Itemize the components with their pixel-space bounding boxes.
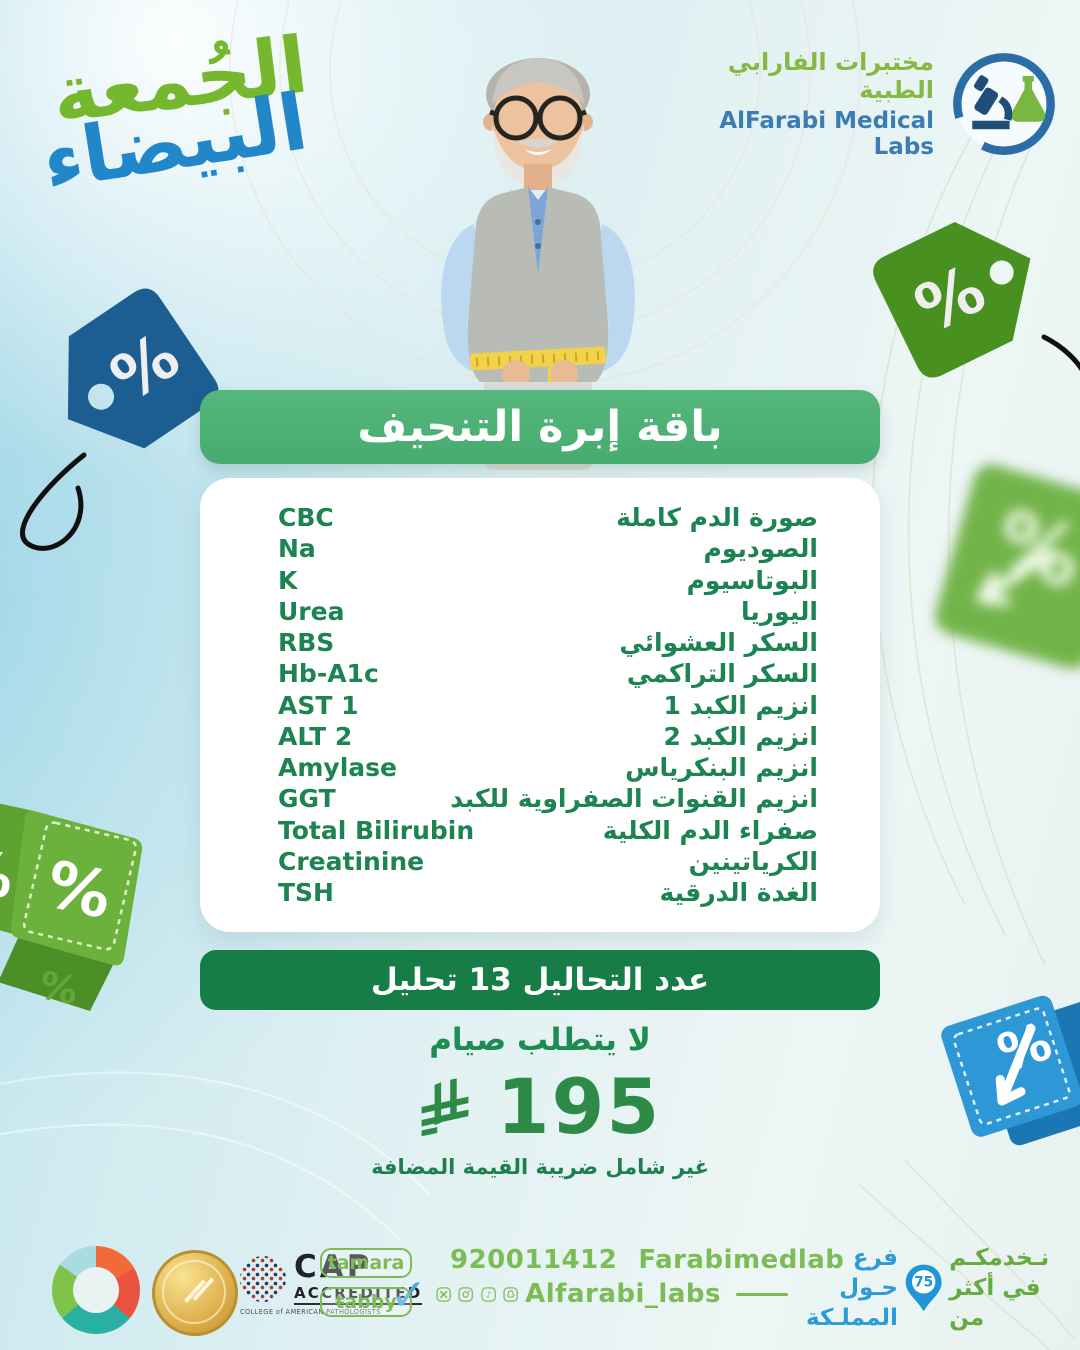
cap-globe-dots xyxy=(240,1255,286,1302)
test-name-ar: الغدة الدرقية xyxy=(659,878,819,907)
test-row: Total Bilirubin صفراء الدم الكلية xyxy=(278,816,818,845)
test-row: CBC صورة الدم كاملة xyxy=(278,503,818,532)
white-friday-logo: الجُمعة البيضاء xyxy=(37,20,314,207)
test-name-en: ALT 2 xyxy=(278,721,353,751)
test-row: Hb-A1c السكر التراكمي xyxy=(278,659,818,688)
test-name-ar: انزيم الكبد 2 xyxy=(663,721,818,751)
test-name-ar: اليوريا xyxy=(740,596,818,626)
test-row: K البوتاسيوم xyxy=(278,566,818,595)
test-row: RBS السكر العشوائي xyxy=(278,628,818,657)
test-row: Urea اليوريا xyxy=(278,597,818,626)
tamara-badge[interactable]: tamara xyxy=(320,1248,412,1278)
test-name-ar: انزيم الكبد 1 xyxy=(663,690,818,720)
test-name-en: CBC xyxy=(278,503,334,532)
test-row: AST 1 انزيم الكبد 1 xyxy=(278,691,818,720)
accreditation-ring-logo xyxy=(52,1246,140,1334)
branches-text-green-1: نـخدمكـم xyxy=(949,1245,1050,1271)
instagram-icon[interactable] xyxy=(458,1281,474,1308)
test-name-en: AST 1 xyxy=(278,690,359,720)
test-name-en: Creatinine xyxy=(278,846,425,876)
package-title: باقة إبرة التنحيف xyxy=(357,402,723,452)
tests-card: CBC صورة الدم كاملة Na الصوديوم K البوتاسيو… xyxy=(200,478,880,932)
test-name-ar: انزيم البنكرياس xyxy=(625,753,818,782)
quality-gold-medal xyxy=(152,1250,238,1336)
discount-cube-green-blurred: % xyxy=(935,464,1080,669)
cap-subtitle: COLLEGE of AMERICAN PATHOLOGISTS xyxy=(240,1308,381,1317)
test-row: Na الصوديوم xyxy=(278,534,818,563)
test-name-en: Urea xyxy=(278,596,345,626)
payment-options: tamara ŧabby xyxy=(320,1248,412,1317)
test-row: Amylase انزيم البنكرياس xyxy=(278,753,818,782)
test-name-en: Amylase xyxy=(278,753,397,782)
test-name-ar: الصوديوم xyxy=(703,534,818,564)
discount-cube-blue: % xyxy=(941,995,1080,1146)
tabby-badge[interactable]: ŧabby xyxy=(320,1287,412,1317)
test-name-ar: الكرياتينين xyxy=(688,846,818,876)
percent-glyph: % xyxy=(35,963,81,1014)
test-row: TSH الغدة الدرقية xyxy=(278,878,818,907)
test-row: Creatinine الكرياتينين xyxy=(278,847,818,876)
discount-cube-green: % % % xyxy=(0,803,143,1014)
branches-block: نـخدمكـم في أكثر من 75 فرع حـول المملـكة xyxy=(806,1243,1056,1333)
price-row: 195 xyxy=(0,1062,1080,1151)
phone-number[interactable]: 920011412 xyxy=(450,1245,618,1275)
fasting-note: لا يتطلب صيام xyxy=(429,1022,651,1058)
branches-text-green-2: في أكثر من xyxy=(949,1275,1041,1331)
tag-string xyxy=(1041,334,1080,372)
test-name-ar: السكر العشوائي xyxy=(619,628,818,657)
lab-logo-icon xyxy=(953,53,1055,155)
test-row: GGT انزيم القنوات الصفراوية للكبد xyxy=(278,784,818,813)
test-name-en: Hb-A1c xyxy=(278,659,379,689)
tests-count-label: عدد التحاليل 13 تحليل xyxy=(370,962,710,998)
discount-tag-blue: % xyxy=(20,288,219,551)
tests-count-banner: عدد التحاليل 13 تحليل xyxy=(200,950,880,1010)
saudi-riyal-symbol xyxy=(421,1077,469,1136)
tiktok-icon[interactable]: ♪ xyxy=(480,1281,496,1308)
lab-name-english: AlFarabi Medical Labs xyxy=(719,108,934,160)
branches-text-blue-1: فرع حـول xyxy=(839,1245,898,1301)
decorative-line xyxy=(735,1292,789,1296)
test-name-ar: صورة الدم كاملة xyxy=(616,503,818,532)
test-name-en: GGT xyxy=(278,784,336,814)
test-name-ar: البوتاسيوم xyxy=(686,565,818,595)
snapchat-icon[interactable] xyxy=(503,1281,518,1308)
contact-block: 920011412 Farabimedlab ♪ xyxy=(436,1245,844,1314)
lab-name-arabic: مختبرات الفارابي الطبية xyxy=(727,48,934,104)
branches-text-blue-2: المملـكة xyxy=(806,1305,898,1331)
package-title-banner: باقة إبرة التنحيف xyxy=(200,390,880,464)
test-name-en: Total Bilirubin xyxy=(278,815,475,845)
price-value: 195 xyxy=(496,1062,662,1151)
location-pin-75: 75 xyxy=(905,1264,942,1312)
test-name-en: TSH xyxy=(278,878,334,907)
social-handle[interactable]: Alfarabi_labs xyxy=(525,1279,721,1309)
test-row: ALT 2 انزيم الكبد 2 xyxy=(278,722,818,751)
x-twitter-icon[interactable] xyxy=(436,1281,451,1308)
svg-text:♪: ♪ xyxy=(486,1289,491,1299)
tag-string xyxy=(20,452,87,551)
test-name-ar: السكر التراكمي xyxy=(626,659,818,689)
test-name-ar: انزيم القنوات الصفراوية للكبد xyxy=(450,784,818,814)
lab-brand: مختبرات الفارابي الطبية AlFarabi Medical… xyxy=(688,48,1060,160)
vat-note: غير شامل ضريبة القيمة المضافة xyxy=(371,1155,709,1179)
test-name-en: K xyxy=(278,565,298,595)
test-name-en: Na xyxy=(278,534,316,564)
facebook-handle[interactable]: Farabimedlab xyxy=(638,1245,845,1275)
branch-count: 75 xyxy=(914,1275,933,1291)
discount-tag-green: % xyxy=(873,221,1080,378)
test-name-en: RBS xyxy=(278,628,335,657)
test-name-ar: صفراء الدم الكلية xyxy=(602,815,818,845)
